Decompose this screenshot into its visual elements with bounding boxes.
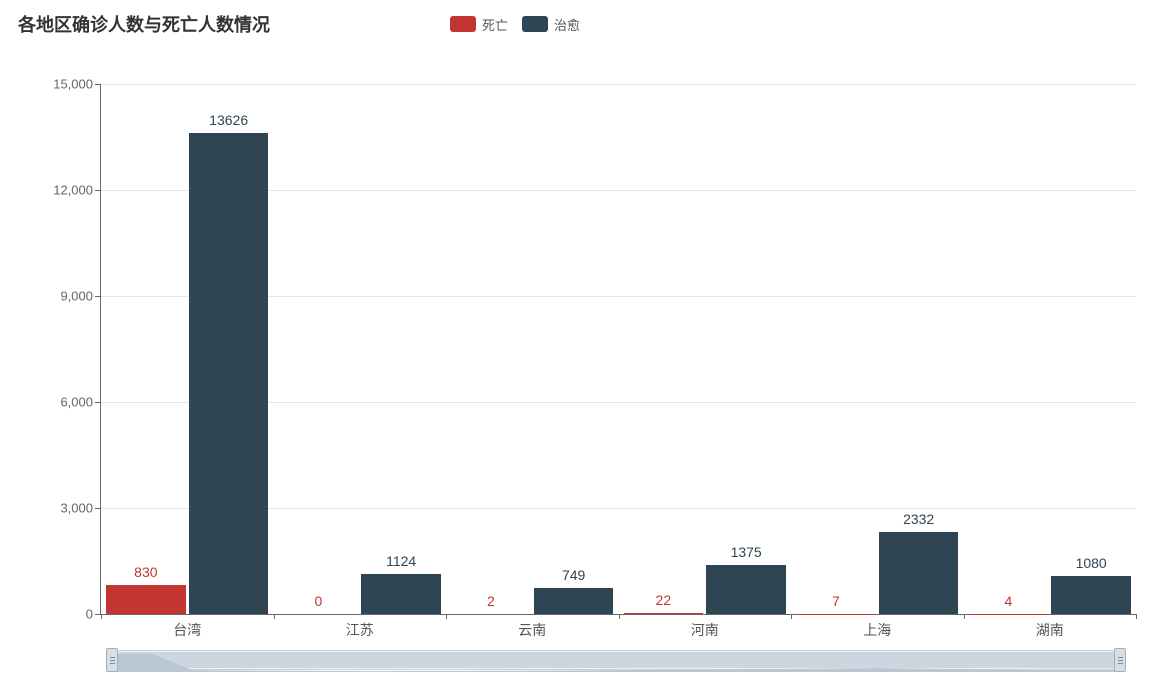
bar-value-label: 4	[963, 593, 1053, 609]
y-tick-label: 12,000	[0, 183, 93, 198]
bar-value-label: 830	[101, 564, 191, 580]
bar-value-label: 1080	[1046, 555, 1136, 571]
legend-swatch-deaths	[450, 16, 476, 32]
bar-cured[interactable]	[361, 574, 440, 614]
data-zoom-handle-left[interactable]	[106, 648, 118, 672]
bar-group: 2749云南	[446, 84, 619, 614]
bar-deaths[interactable]	[106, 585, 185, 614]
bar-group: 01124江苏	[274, 84, 447, 614]
x-tick-mark	[791, 614, 792, 619]
y-tick-label: 15,000	[0, 77, 93, 92]
x-tick-mark	[1136, 614, 1137, 619]
bar-value-label: 22	[618, 592, 708, 608]
data-zoom-handle-right[interactable]	[1114, 648, 1126, 672]
y-tick-mark	[95, 84, 100, 85]
legend-label-cured: 治愈	[554, 15, 580, 34]
legend: 死亡 治愈	[450, 15, 594, 34]
bar-value-label: 13626	[184, 112, 274, 128]
x-tick-label: 江苏	[346, 620, 374, 640]
y-tick-label: 3,000	[0, 501, 93, 516]
bar-cured[interactable]	[534, 588, 613, 614]
y-tick-label: 6,000	[0, 395, 93, 410]
chart-title: 各地区确诊人数与死亡人数情况	[18, 11, 270, 37]
legend-item-cured[interactable]: 治愈	[522, 15, 580, 34]
bar-value-label: 7	[791, 593, 881, 609]
bar-value-label: 749	[529, 567, 619, 583]
bar-deaths[interactable]	[624, 613, 703, 614]
bar-group: 41080湖南	[964, 84, 1137, 614]
x-tick-label: 湖南	[1036, 620, 1064, 640]
bar-cured[interactable]	[879, 532, 958, 614]
x-tick-mark	[274, 614, 275, 619]
bar-value-label: 2	[446, 593, 536, 609]
x-tick-mark	[101, 614, 102, 619]
bar-value-label: 2332	[874, 511, 964, 527]
chart-area: 830 13626 台湾 0 1124 江苏 2 749 云南 22 1375 河南 7 2332 上海 4 1…	[0, 40, 1157, 685]
x-tick-label: 河南	[691, 620, 719, 640]
y-tick-mark	[95, 402, 100, 403]
bar-value-label: 0	[273, 593, 363, 609]
bar-cured[interactable]	[1051, 576, 1130, 614]
y-tick-label: 9,000	[0, 289, 93, 304]
x-tick-label: 台湾	[173, 620, 201, 640]
bar-cured[interactable]	[706, 565, 785, 614]
data-zoom-slider[interactable]	[110, 650, 1122, 670]
x-tick-label: 上海	[863, 620, 891, 640]
y-tick-mark	[95, 508, 100, 509]
x-tick-label: 云南	[518, 620, 546, 640]
x-tick-mark	[619, 614, 620, 619]
bar-group: 221375河南	[619, 84, 792, 614]
bar-value-label: 1375	[701, 544, 791, 560]
bar-cured[interactable]	[189, 133, 268, 614]
bar-value-label: 1124	[356, 553, 446, 569]
y-tick-label: 0	[0, 607, 93, 622]
chart-header: 各地区确诊人数与死亡人数情况 死亡 治愈	[0, 0, 1157, 40]
y-tick-mark	[95, 296, 100, 297]
y-tick-mark	[95, 614, 100, 615]
bar-group: 83013626台湾	[101, 84, 274, 614]
legend-item-deaths[interactable]: 死亡	[450, 15, 508, 34]
y-tick-mark	[95, 190, 100, 191]
legend-label-deaths: 死亡	[482, 15, 508, 34]
x-tick-mark	[964, 614, 965, 619]
legend-swatch-cured	[522, 16, 548, 32]
plot-area: 83013626台湾01124江苏2749云南221375河南72332上海41…	[100, 84, 1136, 615]
x-tick-mark	[446, 614, 447, 619]
bar-group: 72332上海	[791, 84, 964, 614]
data-zoom-silhouette	[112, 652, 1120, 672]
